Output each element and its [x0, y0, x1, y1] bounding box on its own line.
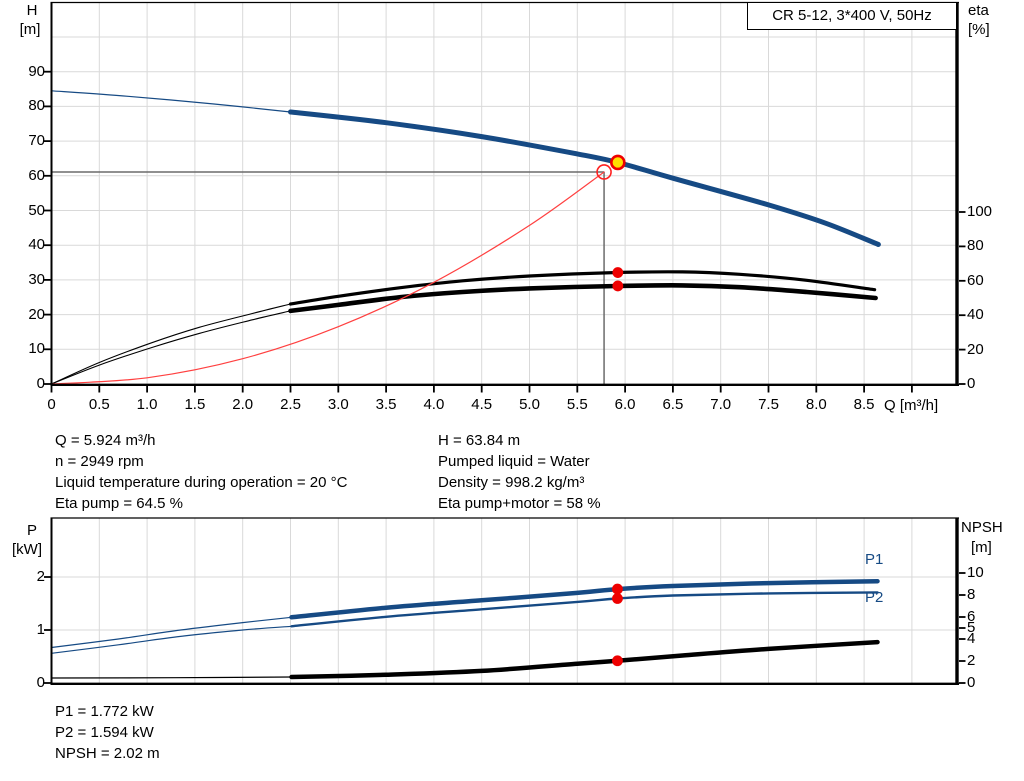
y-left-tick-label: 70 [28, 132, 45, 150]
top-chart-plot-area[interactable] [51, 2, 958, 385]
readout-liquid: Pumped liquid = Water [438, 453, 590, 470]
x-tick-label: 6.0 [614, 396, 636, 413]
p-axis-title: P [26, 522, 37, 539]
y-right-tick-label: 8 [967, 586, 976, 603]
p-axis-unit: [kW] [12, 541, 42, 558]
x-tick-label: 7.5 [758, 396, 779, 413]
y-right-tick-label: 0 [967, 674, 976, 691]
eta-pump-extension [50, 303, 292, 385]
y-left-tick-label: 2 [36, 568, 45, 585]
y-right-tick-label: 0 [967, 375, 976, 392]
x-tick-label: 7.0 [710, 396, 732, 413]
q-axis-title: Q [m³/h] [884, 397, 939, 414]
npsh-curve [289, 639, 880, 680]
y-right-tick-label: 80 [967, 237, 984, 255]
x-tick-label: 2.0 [232, 396, 254, 413]
y-right-tick-label: 2 [967, 652, 976, 669]
x-tick-label: 8.5 [853, 396, 875, 413]
y-left-tick-label: 0 [36, 375, 45, 392]
y-left-tick-label: 0 [36, 674, 45, 691]
power-readout: P1 = 1.772 kW P2 = 1.594 kW NPSH = 2.02 … [55, 701, 160, 764]
pump-title-box: CR 5-12, 3*400 V, 50Hz [747, 2, 957, 30]
x-tick-label: 2.5 [280, 396, 301, 413]
y-left-tick-label: 80 [28, 97, 45, 115]
readout-head: H = 63.84 m [438, 432, 521, 449]
y-right-tick-label: 6 [967, 608, 976, 625]
eta-pump-motor-curve [288, 283, 878, 314]
y-left-tick-label: 90 [28, 62, 45, 80]
eta-pump-motor-extension [50, 310, 292, 385]
npsh-axis-unit: [m] [971, 539, 992, 556]
y-right-tick-label: 40 [967, 306, 984, 324]
p2-extension [50, 625, 293, 654]
x-tick-label: 3.5 [375, 396, 397, 413]
h-axis-unit: [m] [19, 21, 41, 38]
npsh-axis-title: NPSH [961, 519, 1003, 536]
eta-axis-title: eta [968, 2, 989, 19]
hq-curve-extension [50, 90, 292, 113]
y-left-tick-label: 1 [36, 621, 45, 638]
p1-curve-label: P1 [865, 551, 884, 568]
p2-curve [290, 591, 879, 628]
readout-speed: n = 2949 rpm [55, 453, 144, 470]
x-tick-label: 1.0 [136, 396, 158, 413]
h-axis-title: H [26, 2, 38, 19]
x-tick-label: 5.5 [566, 396, 588, 413]
y-right-tick-label: 20 [967, 340, 984, 358]
readout-p2: P2 = 1.594 kW [55, 724, 154, 741]
x-tick-label: 5.0 [519, 396, 540, 413]
y-left-tick-label: 20 [28, 305, 45, 323]
x-tick-label: 6.5 [662, 396, 684, 413]
p2-curve-label: P2 [865, 589, 884, 606]
x-tick-label: 4.5 [471, 396, 493, 413]
operating-point-dot [612, 267, 624, 278]
duty-readout-left: Q = 5.924 m³/h n = 2949 rpm Liquid tempe… [55, 430, 347, 514]
eta-pump-curve [288, 270, 877, 306]
p1-curve [289, 578, 880, 620]
x-tick-label: 0 [47, 396, 56, 413]
eta-axis-unit: [%] [968, 21, 990, 38]
readout-density: Density = 998.2 kg/m³ [438, 474, 585, 491]
readout-temperature: Liquid temperature during operation = 20… [55, 474, 348, 491]
duty-readout-right: H = 63.84 m Pumped liquid = Water Densit… [438, 430, 601, 514]
y-left-tick-label: 50 [28, 201, 45, 219]
y-left-tick-label: 40 [28, 236, 45, 254]
x-tick-label: 3.0 [327, 396, 349, 413]
readout-p1: P1 = 1.772 kW [55, 703, 154, 720]
y-left-tick-label: 30 [28, 270, 45, 288]
x-tick-label: 4.0 [423, 396, 445, 413]
operating-point-dot [612, 280, 624, 292]
x-tick-label: 8.0 [805, 396, 827, 413]
operating-point-dot [612, 593, 623, 604]
y-right-tick-label: 5 [967, 619, 976, 636]
y-right-tick-label: 4 [967, 630, 976, 647]
readout-npsh: NPSH = 2.02 m [55, 745, 160, 762]
duty-point-marker[interactable] [610, 154, 626, 171]
operating-point-dot [612, 583, 623, 595]
y-right-tick-label: 10 [967, 564, 984, 581]
y-right-tick-label: 60 [967, 271, 984, 289]
readout-eta-pumpmotor: Eta pump+motor = 58 % [438, 495, 601, 512]
operating-point-dot [612, 655, 623, 667]
x-tick-label: 1.5 [184, 396, 206, 413]
y-left-tick-label: 10 [28, 340, 45, 358]
npsh-extension [50, 676, 293, 679]
p1-extension [50, 616, 293, 649]
readout-eta-pump: Eta pump = 64.5 % [55, 495, 183, 512]
x-tick-label: 0.5 [88, 396, 110, 413]
y-left-tick-label: 60 [28, 166, 45, 184]
requested-duty-point-ring [596, 164, 612, 180]
system-curve [50, 171, 605, 385]
y-right-tick-label: 100 [967, 203, 993, 220]
readout-flow: Q = 5.924 m³/h [55, 432, 156, 449]
